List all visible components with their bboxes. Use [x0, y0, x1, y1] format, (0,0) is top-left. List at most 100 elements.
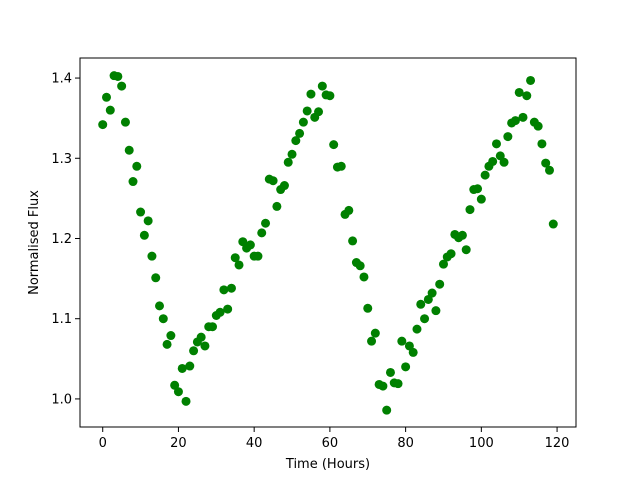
data-point: [412, 324, 422, 334]
data-point: [348, 236, 358, 246]
data-point: [344, 205, 354, 215]
data-point: [480, 170, 490, 180]
data-point: [427, 288, 437, 298]
data-point: [359, 272, 369, 282]
data-point: [132, 161, 142, 171]
data-point: [438, 259, 448, 269]
data-point: [113, 71, 123, 81]
x-tick-label: 40: [246, 436, 263, 451]
y-tick-label: 1.2: [51, 232, 72, 247]
data-point: [397, 336, 407, 346]
data-point: [268, 176, 278, 186]
data-point: [162, 339, 172, 349]
data-point: [317, 81, 327, 91]
data-point: [473, 184, 483, 194]
x-tick-label: 60: [322, 436, 339, 451]
data-point: [279, 181, 289, 191]
data-point: [416, 299, 426, 309]
data-point: [446, 249, 456, 259]
data-point: [431, 306, 441, 316]
data-point: [105, 105, 115, 115]
data-point: [181, 396, 191, 406]
data-point: [143, 216, 153, 226]
data-point: [245, 240, 255, 250]
data-point: [461, 245, 471, 255]
data-point: [261, 218, 271, 228]
data-point: [253, 251, 263, 261]
data-point: [158, 314, 168, 324]
data-point: [385, 367, 395, 377]
data-point: [548, 219, 558, 229]
y-axis-ticks: 1.0 1.1 1.2 1.3 1.4: [51, 72, 80, 407]
x-tick-label: 120: [545, 436, 570, 451]
y-tick-label: 1.4: [51, 72, 72, 87]
data-point: [545, 165, 554, 175]
x-tick-label: 100: [469, 436, 494, 451]
data-point: [151, 273, 161, 283]
x-tick-label: 20: [170, 436, 187, 451]
axes-frame: [79, 57, 577, 428]
data-point: [155, 301, 165, 311]
data-point: [196, 332, 206, 342]
data-point: [230, 253, 240, 263]
data-point: [488, 156, 498, 166]
data-point: [139, 230, 149, 240]
data-point: [136, 207, 146, 217]
data-point: [124, 145, 134, 155]
y-tick-label: 1.1: [51, 312, 72, 327]
data-point: [147, 251, 157, 261]
data-point: [272, 201, 282, 211]
x-tick-label: 0: [99, 436, 107, 451]
data-point: [329, 140, 339, 150]
x-tick-label: 80: [397, 436, 414, 451]
data-point: [510, 116, 520, 126]
data-point: [514, 87, 524, 97]
data-point: [223, 304, 233, 314]
data-point: [499, 157, 509, 167]
data-point: [526, 75, 536, 85]
data-point: [200, 341, 210, 351]
y-tick-label: 1.0: [51, 392, 72, 407]
data-point: [457, 230, 467, 240]
data-point: [128, 177, 138, 187]
data-point: [120, 117, 130, 127]
data-point: [503, 132, 513, 142]
data-point: [257, 228, 267, 238]
data-point: [533, 121, 543, 131]
data-point: [117, 81, 127, 91]
data-point: [173, 387, 183, 397]
data-point: [336, 161, 346, 171]
data-point: [314, 107, 324, 117]
x-axis-ticks: 0 20 40 60 80 100 120: [99, 427, 570, 451]
data-point: [215, 307, 225, 317]
data-point: [283, 157, 293, 167]
data-point: [367, 336, 377, 346]
data-point: [226, 283, 236, 293]
data-point: [302, 106, 312, 116]
data-point: [518, 112, 528, 122]
x-axis-label: Time (Hours): [285, 457, 370, 472]
data-point: [476, 194, 486, 204]
data-point: [382, 405, 392, 415]
data-points: [98, 71, 558, 415]
data-point: [166, 331, 176, 341]
data-point: [541, 158, 551, 168]
data-point: [393, 379, 403, 389]
data-point: [363, 303, 373, 313]
data-point: [306, 89, 316, 99]
data-point: [370, 328, 380, 338]
data-point: [219, 285, 229, 295]
data-point: [98, 120, 108, 130]
data-point: [491, 139, 501, 149]
data-point: [465, 205, 475, 215]
data-point: [295, 128, 305, 138]
data-point: [378, 381, 388, 391]
data-point: [435, 279, 445, 289]
data-point: [522, 91, 532, 101]
data-point: [208, 322, 218, 332]
data-point: [291, 136, 301, 146]
data-point: [185, 361, 195, 371]
data-point: [401, 362, 411, 372]
